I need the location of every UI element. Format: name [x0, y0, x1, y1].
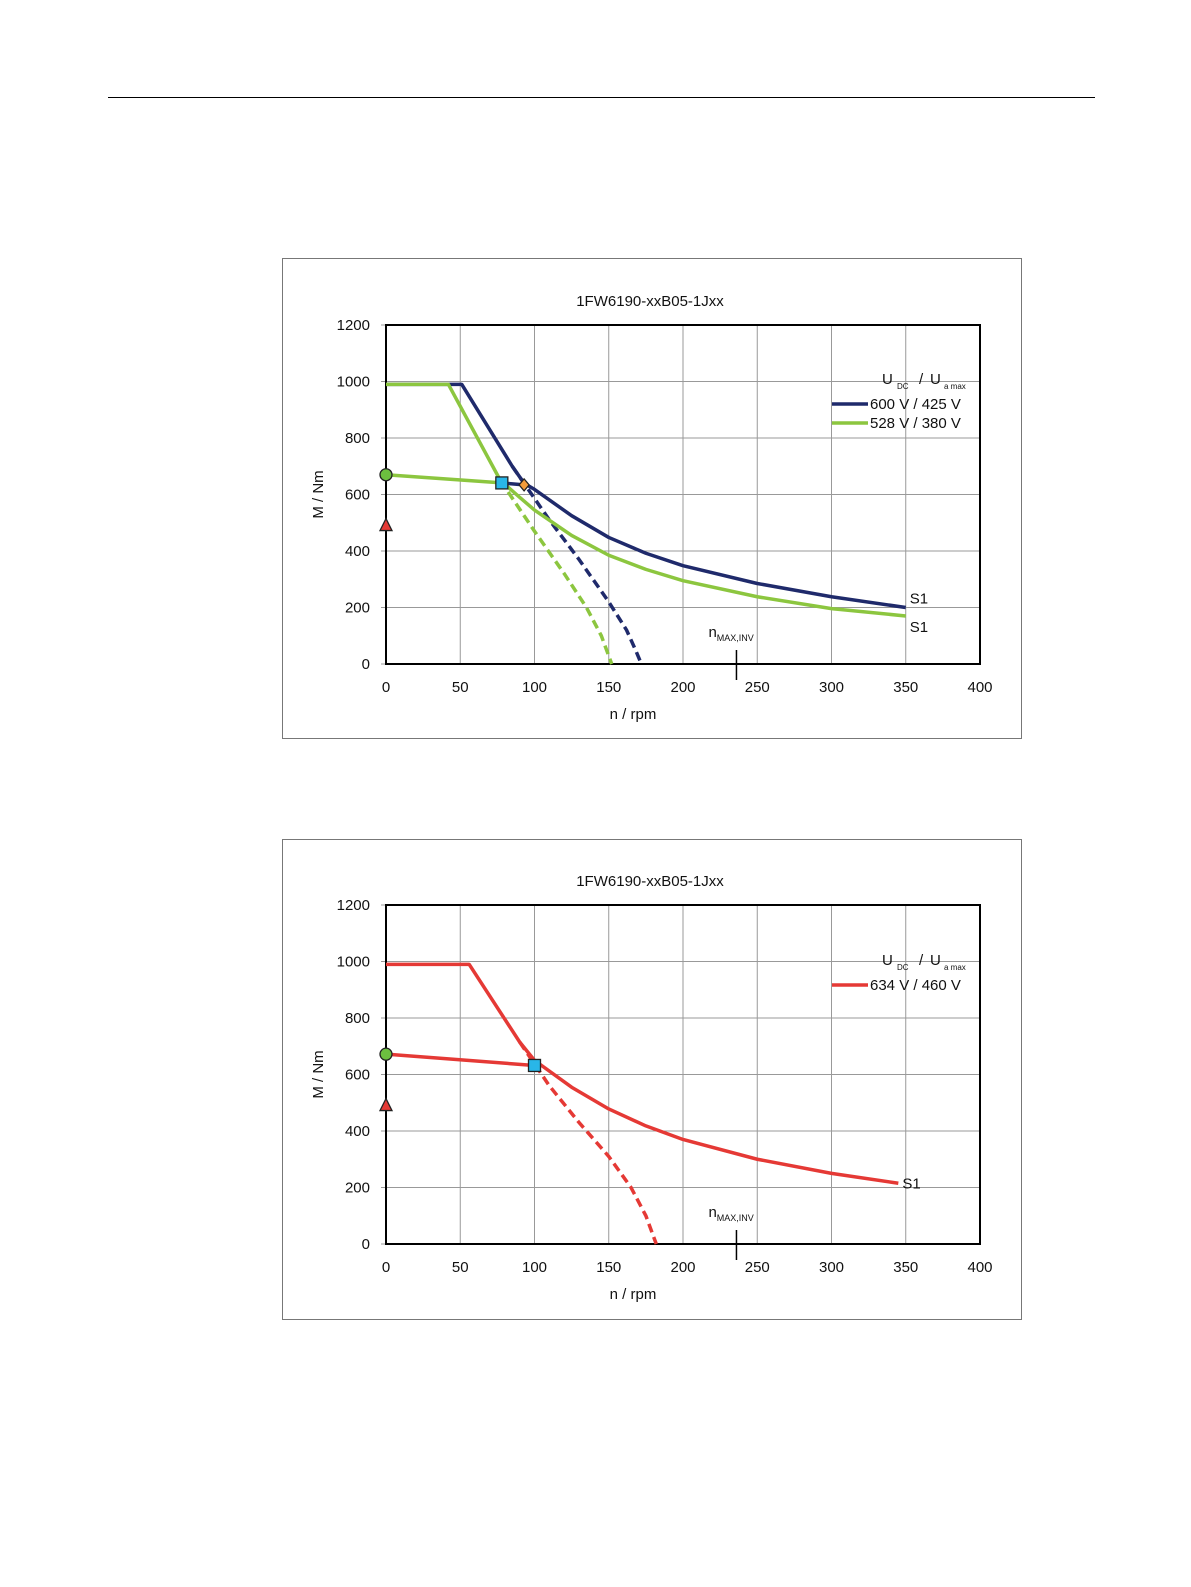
y-tick-label: 400 [345, 543, 370, 560]
marker-square [495, 476, 509, 490]
y-tick-label: 600 [345, 1067, 370, 1084]
x-tick-label: 400 [967, 1259, 992, 1276]
y-axis-label: M / Nm [310, 1050, 327, 1098]
header-rule [108, 97, 1095, 98]
x-tick-label: 400 [967, 679, 992, 696]
legend-udc-sub: DC [897, 382, 909, 391]
marker-circle [379, 468, 393, 482]
y-tick-label: 1200 [337, 317, 370, 334]
x-tick-label: 100 [522, 679, 547, 696]
series-line [385, 1052, 535, 1068]
y-tick-label: 0 [362, 656, 370, 673]
y-tick-label: 1200 [337, 897, 370, 914]
plot-frame [385, 904, 981, 1245]
y-tick-label: 1000 [337, 954, 370, 971]
series-dashed-line [510, 465, 644, 665]
x-tick-label: 200 [670, 679, 695, 696]
x-tick-label: 50 [452, 679, 469, 696]
legend-entry: 528 V / 380 V [870, 415, 961, 432]
y-tick-label: 1000 [337, 374, 370, 391]
x-tick-label: 150 [596, 679, 621, 696]
x-tick-label: 350 [893, 1259, 918, 1276]
series-end-label: S1 [910, 591, 928, 608]
chart-title: 1FW6190-xxB05-1Jxx [576, 293, 724, 310]
y-tick-label: 200 [345, 600, 370, 617]
x-tick-label: 250 [745, 1259, 770, 1276]
marker-square [527, 1058, 542, 1073]
chart-title: 1FW6190-xxB05-1Jxx [576, 873, 724, 890]
x-tick-label: 0 [382, 679, 390, 696]
x-tick-label: 300 [819, 1259, 844, 1276]
y-tick-label: 0 [362, 1236, 370, 1253]
series-dashed-line [518, 1041, 658, 1245]
y-tick-label: 800 [345, 1010, 370, 1027]
legend-udc-sub: DC [897, 963, 909, 972]
x-tick-label: 350 [893, 679, 918, 696]
marker-triangle [378, 1097, 394, 1112]
y-tick-label: 200 [345, 1180, 370, 1197]
marker-circle [379, 1047, 393, 1061]
x-axis-label: n / rpm [610, 1286, 657, 1303]
series-line [386, 382, 907, 610]
series-line [386, 962, 899, 1185]
marker-diamond [518, 477, 530, 492]
torque-chart-2: 0 50 100 150 200 250 300 350 400 0 200 400 600 800 100… [282, 839, 1022, 1320]
series-end-label: S1 [910, 619, 928, 636]
series-line [386, 382, 906, 618]
x-tick-label: 250 [745, 679, 770, 696]
torque-chart-1: 0 50 100 150 200 250 300 350 400 0 200 400 600 800 100… [282, 258, 1022, 739]
x-tick-label: 0 [382, 1259, 390, 1276]
series-end-label: S1 [902, 1175, 920, 1192]
legend-udc: U [882, 952, 893, 969]
legend-sep: / [919, 952, 924, 969]
legend-entry: 600 V / 425 V [870, 396, 961, 413]
y-tick-label: 600 [345, 487, 370, 504]
y-tick-label: 800 [345, 430, 370, 447]
plot-frame [385, 324, 981, 665]
series-line [385, 472, 502, 485]
marker-triangle [378, 517, 394, 532]
y-axis-label: M / Nm [310, 470, 327, 518]
x-tick-label: 100 [522, 1259, 547, 1276]
x-tick-label: 300 [819, 679, 844, 696]
y-tick-label: 400 [345, 1123, 370, 1140]
x-tick-label: 150 [596, 1259, 621, 1276]
chart-svg: 0 50 100 150 200 250 300 350 400 0 200 400 600 800 100… [310, 873, 993, 1303]
n-max-inv-label: nMAX,INV [708, 1204, 753, 1223]
legend-udc: U [882, 371, 893, 388]
legend-uamax-sub: a max [944, 382, 966, 391]
legend-uamax-sub: a max [944, 963, 966, 972]
n-max-inv-label: nMAX,INV [708, 624, 753, 643]
x-tick-label: 50 [452, 1259, 469, 1276]
legend-uamax: U [930, 371, 941, 388]
x-axis-label: n / rpm [610, 706, 657, 723]
legend-uamax: U [930, 952, 941, 969]
chart-svg: 0 50 100 150 200 250 300 350 400 0 200 400 600 800 100… [310, 293, 993, 723]
legend-entry: 634 V / 460 V [870, 977, 961, 994]
x-tick-label: 200 [670, 1259, 695, 1276]
series-dashed-line [498, 479, 614, 665]
legend-sep: / [919, 371, 924, 388]
